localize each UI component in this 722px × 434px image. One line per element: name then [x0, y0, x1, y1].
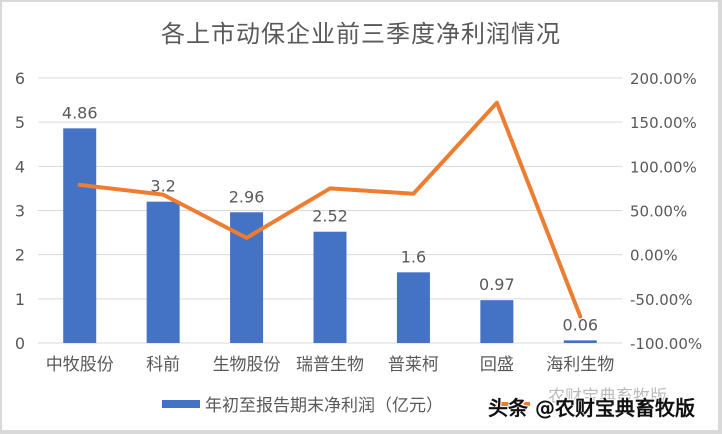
category-label: 普莱柯 [388, 355, 439, 375]
right-axis-tick: 50.00% [630, 203, 687, 221]
bar [396, 272, 430, 343]
bar-data-label: 4.86 [62, 103, 98, 122]
bar-data-label: 2.96 [229, 187, 265, 206]
bar [563, 340, 597, 343]
bar-data-label: 2.52 [312, 207, 348, 226]
right-axis-tick: 100.00% [630, 158, 697, 176]
bar [480, 300, 514, 343]
left-axis-tick: 0 [15, 334, 25, 353]
left-axis-tick: 5 [15, 113, 25, 132]
right-axis-tick: 150.00% [630, 114, 697, 132]
watermark-faint: 农财宝典畜牧版 [548, 387, 667, 407]
legend-bar-label: 年初至报告期末净利润（亿元） [205, 396, 443, 416]
right-axis-tick: 200.00% [630, 70, 697, 88]
bar [146, 201, 180, 343]
bar-data-label: 3.2 [150, 177, 175, 196]
line-series [77, 100, 583, 319]
category-label: 瑞普生物 [296, 355, 364, 375]
bar-data-label: 0.06 [562, 315, 598, 334]
right-axis-tick: 0.00% [630, 247, 678, 265]
bar-data-label: 0.97 [479, 275, 515, 294]
left-axis-tick: 4 [15, 157, 25, 176]
right-axis-tick: -100.00% [630, 335, 702, 353]
category-label: 回盛 [480, 355, 514, 375]
bar [313, 231, 347, 343]
category-label: 海利生物 [546, 355, 614, 375]
watermark: 头条 @农财宝典畜牧版 [488, 396, 695, 420]
bar-data-label: 1.6 [401, 247, 426, 266]
legend-bar-swatch [162, 400, 200, 408]
right-axis-tick: -50.00% [630, 291, 693, 309]
chart-title: 各上市动保企业前三季度净利润情况 [161, 20, 561, 48]
category-label: 科前 [146, 355, 180, 375]
left-axis-tick: 1 [15, 290, 25, 309]
left-axis-tick: 2 [15, 246, 25, 265]
category-label: 生物股份 [213, 355, 281, 375]
bar [63, 128, 97, 343]
chart-frame [2, 2, 718, 430]
left-axis-tick: 6 [15, 69, 25, 88]
category-label: 中牧股份 [46, 355, 114, 375]
left-axis-tick: 3 [15, 202, 25, 221]
